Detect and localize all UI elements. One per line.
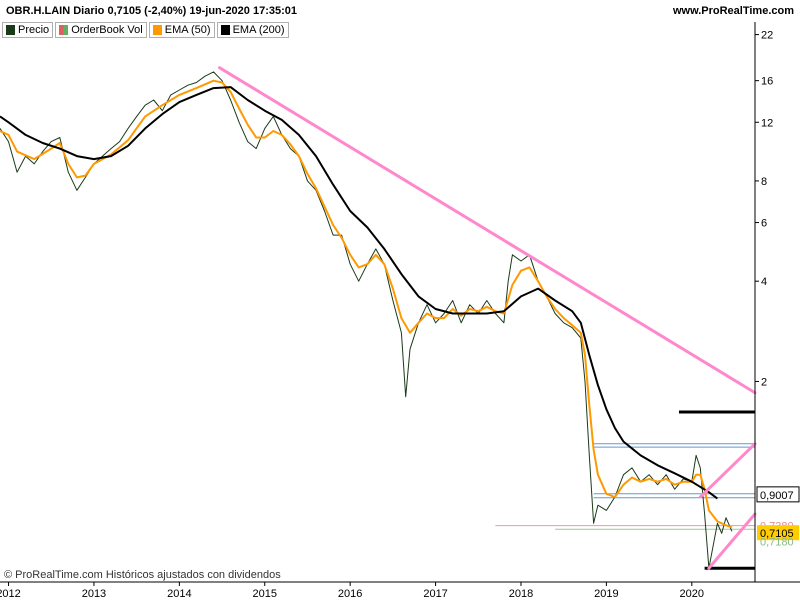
y-tick-label: 22 — [761, 30, 773, 42]
legend-item-ema200[interactable]: EMA (200) — [216, 22, 289, 38]
ema50-swatch-icon — [152, 25, 162, 35]
precio-swatch-icon — [6, 25, 15, 35]
chart-header: OBR.H.LAIN Diario 0,7105 (-2,40%) 19-jun… — [0, 0, 800, 22]
x-tick-label: 2015 — [253, 588, 277, 600]
y-tick-label: 4 — [761, 276, 767, 288]
x-tick-label: 2019 — [594, 588, 618, 600]
legend-item-orderbook[interactable]: OrderBook Vol — [55, 22, 147, 38]
x-tick-label: 2013 — [82, 588, 106, 600]
price-label: 0,7180 — [760, 536, 794, 548]
chart-title: OBR.H.LAIN Diario 0,7105 (-2,40%) 19-jun… — [6, 5, 298, 17]
x-tick-label: 2018 — [509, 588, 533, 600]
x-tick-label: 2014 — [167, 588, 191, 600]
legend-item-ema50[interactable]: EMA (50) — [148, 22, 215, 38]
footer-note: © ProRealTime.com Históricos ajustados c… — [4, 569, 281, 581]
y-tick-label: 6 — [761, 218, 767, 230]
legend: Precio OrderBook Vol EMA (50) EMA (200) — [2, 22, 291, 38]
trendline-channel-lower — [707, 512, 757, 570]
series-line-ema-200 — [0, 86, 719, 500]
y-tick-label: 12 — [761, 117, 773, 129]
site-url[interactable]: www.ProRealTime.com — [672, 5, 794, 17]
legend-label: EMA (200) — [232, 24, 285, 36]
x-tick-label: 2017 — [423, 588, 447, 600]
orderbook-swatch-icon — [59, 25, 69, 35]
legend-label: OrderBook Vol — [71, 24, 143, 36]
y-tick-label: 2 — [761, 376, 767, 388]
legend-label: Precio — [18, 24, 50, 36]
price-label-highlight-box — [757, 525, 799, 541]
trendline-channel-upper — [698, 442, 757, 499]
x-tick-label: 2020 — [680, 588, 704, 600]
legend-label: EMA (50) — [164, 24, 211, 36]
y-tick-label: 16 — [761, 76, 773, 88]
price-label-box — [756, 486, 800, 503]
trendline-main-resistance — [217, 66, 757, 395]
y-tick-label: 8 — [761, 176, 767, 188]
series-line-ema-50 — [0, 79, 733, 529]
x-tick-label: 2016 — [338, 588, 362, 600]
price-label: 0,9007 — [760, 490, 794, 502]
series-line-precio — [0, 71, 733, 569]
legend-item-precio[interactable]: Precio — [2, 22, 54, 38]
ema200-swatch-icon — [220, 25, 230, 35]
price-label: 0,7105 — [760, 528, 794, 540]
